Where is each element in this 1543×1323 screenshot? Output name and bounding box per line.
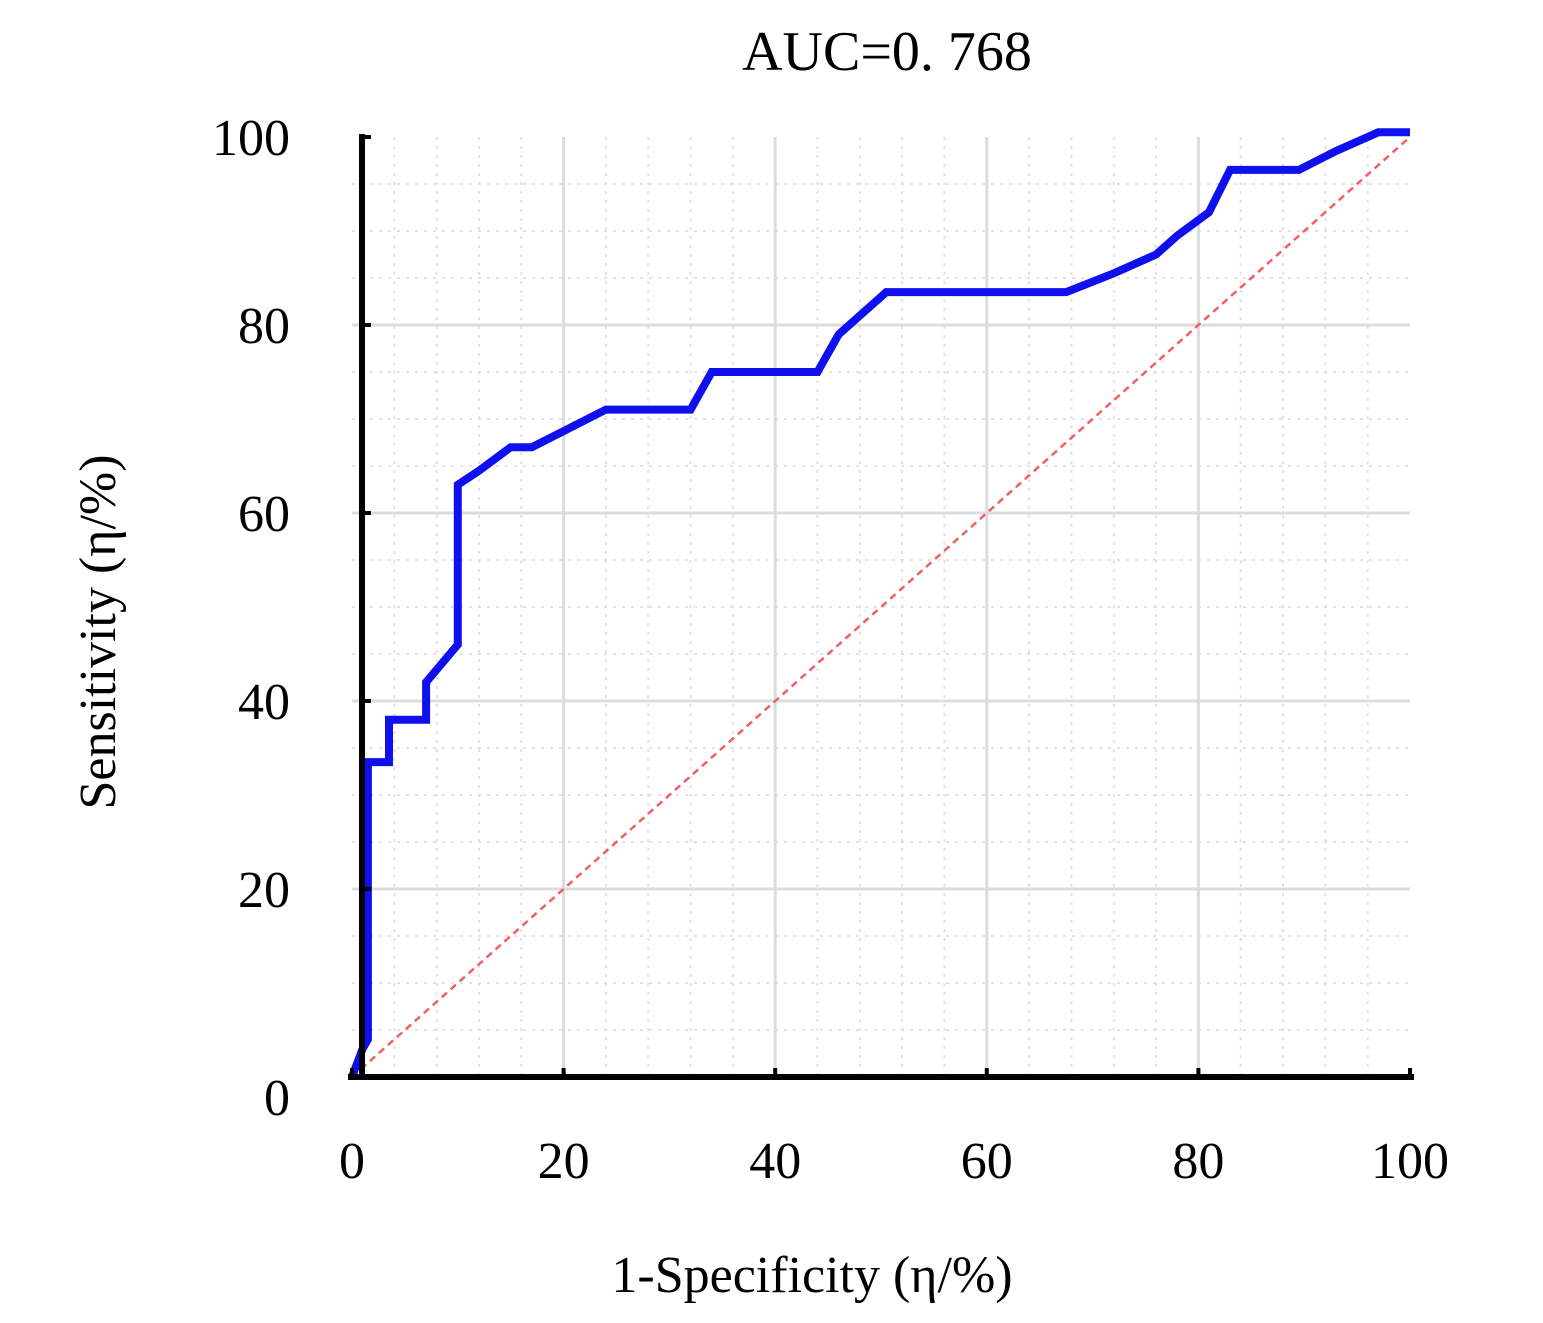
x-tick-label: 100 [1371,1133,1449,1190]
y-tick-label: 0 [264,1070,290,1127]
x-axis-label: 1-Specificity (η/%) [611,1247,1012,1304]
x-tick-label: 60 [961,1133,1013,1190]
chart-title: AUC=0. 768 [742,21,1032,83]
reference-line-layer [351,136,1411,1078]
reference-diagonal-line [351,136,1411,1078]
y-tick-label: 80 [238,298,290,355]
x-tick-labels: 0 20 40 60 80 100 [339,1133,1449,1190]
x-tick-label: 80 [1172,1133,1224,1190]
roc-curve-layer [348,128,1410,1079]
y-axis-label: Sensitivity (η/%) [70,454,127,809]
grid [352,137,1410,1077]
y-tick-label: 60 [238,486,290,543]
x-tick-label: 40 [749,1133,801,1190]
y-tick-label: 40 [238,674,290,731]
roc-curve-line [348,128,1410,1079]
x-tick-label: 20 [538,1133,590,1190]
y-tick-label: 100 [212,110,290,167]
x-tick-label: 0 [339,1133,365,1190]
y-tick-label: 20 [238,862,290,919]
axes [348,134,1414,1080]
y-tick-labels: 0 20 40 60 80 100 [212,110,290,1127]
